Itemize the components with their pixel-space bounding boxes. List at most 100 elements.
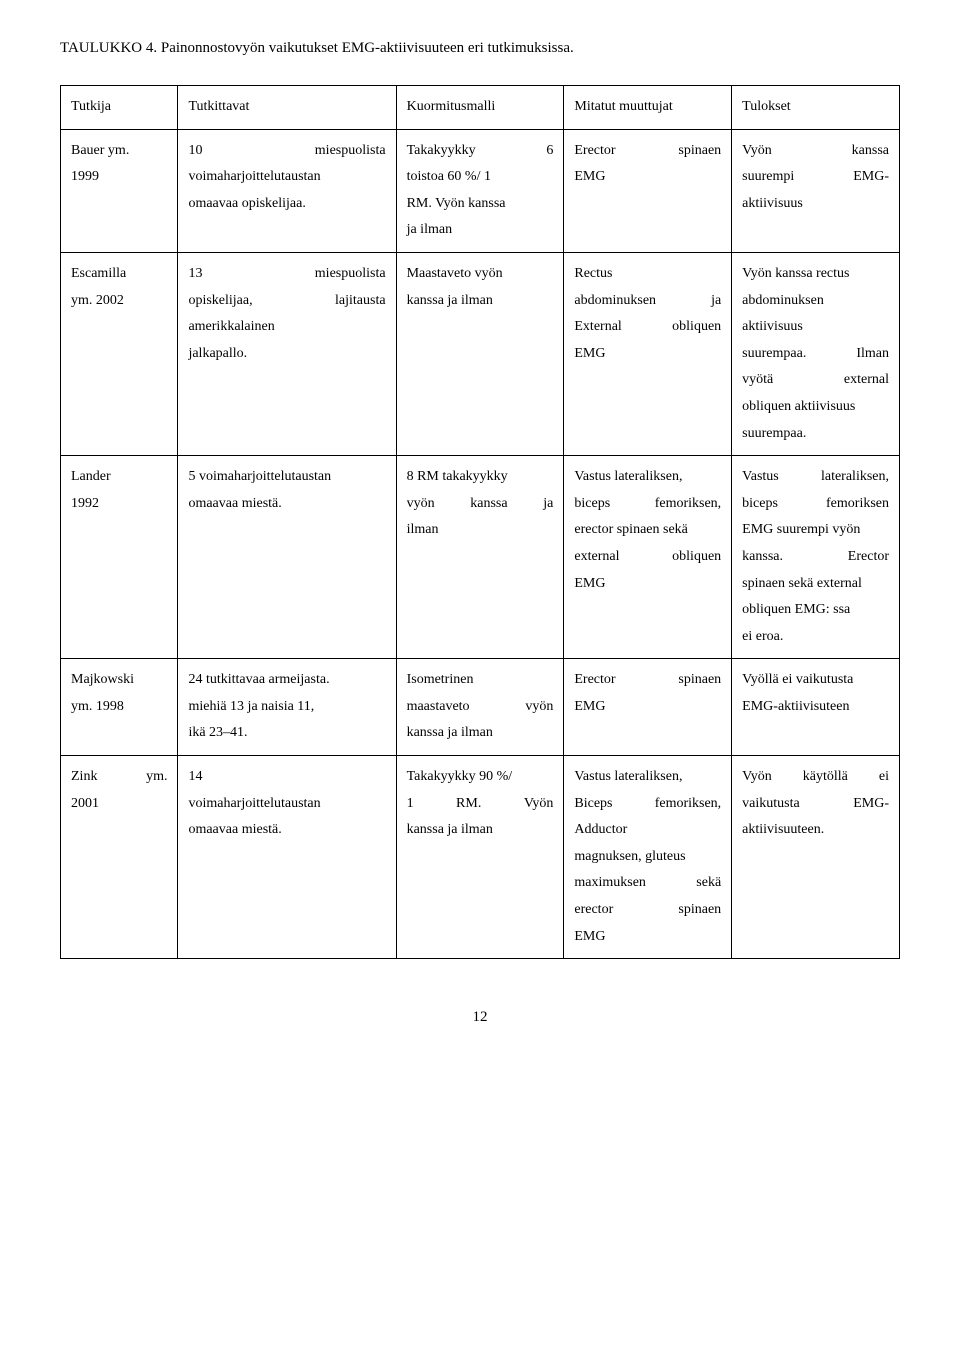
text: Vyönkäytölläei bbox=[742, 764, 889, 791]
text: 5 voimaharjoittelutaustan bbox=[188, 464, 385, 491]
text: 2001 bbox=[71, 791, 167, 818]
text: aktiivisuus bbox=[742, 191, 889, 218]
text: kanssa ja ilman bbox=[407, 288, 554, 315]
text: opiskelijaa,lajitausta bbox=[188, 288, 385, 315]
text: Takakyykky 90 %/ bbox=[407, 764, 554, 791]
text: spinaen sekä external bbox=[742, 571, 889, 598]
text: Vastuslateraliksen, bbox=[742, 464, 889, 491]
cell-mitatut: Erectorspinaen EMG bbox=[564, 659, 732, 756]
text: vyönkanssaja bbox=[407, 491, 554, 518]
text: EMG-aktiivisuteen bbox=[742, 694, 889, 721]
text: amerikkalainen bbox=[188, 314, 385, 341]
text: abdominuksenja bbox=[574, 288, 721, 315]
cell-tutkija: Majkowski ym. 1998 bbox=[61, 659, 178, 756]
cell-tutkittavat: 14 voimaharjoittelutaustan omaavaa miest… bbox=[178, 756, 396, 959]
cell-tutkija: Lander 1992 bbox=[61, 456, 178, 659]
cell-mitatut: Vastus lateraliksen, bicepsfemoriksen, e… bbox=[564, 456, 732, 659]
cell-mitatut: Erectorspinaen EMG bbox=[564, 129, 732, 252]
text: 14 bbox=[188, 764, 385, 791]
cell-tutkija: Bauer ym. 1999 bbox=[61, 129, 178, 252]
cell-tutkittavat: 13miespuolista opiskelijaa,lajitausta am… bbox=[178, 252, 396, 455]
text: Vyönkanssa bbox=[742, 138, 889, 165]
cell-kuormitusmalli: Takakyykky6 toistoa 60 %/ 1 RM. Vyön kan… bbox=[396, 129, 564, 252]
text: Externalobliquen bbox=[574, 314, 721, 341]
text: EMG bbox=[574, 694, 721, 721]
text: 13miespuolista bbox=[188, 261, 385, 288]
text: EMG bbox=[574, 341, 721, 368]
text: Takakyykky6 bbox=[407, 138, 554, 165]
text: Lander bbox=[71, 464, 167, 491]
cell-tutkija: Escamilla ym. 2002 bbox=[61, 252, 178, 455]
text: obliquen EMG: ssa bbox=[742, 597, 889, 624]
cell-mitatut: Rectus abdominuksenja Externalobliquen E… bbox=[564, 252, 732, 455]
text: Erectorspinaen bbox=[574, 138, 721, 165]
table-caption: TAULUKKO 4. Painonnostovyön vaikutukset … bbox=[60, 40, 900, 57]
col-kuormitusmalli: Kuormitusmalli bbox=[396, 86, 564, 130]
text: erector spinaen sekä bbox=[574, 517, 721, 544]
text: Vastus lateraliksen, bbox=[574, 764, 721, 791]
cell-tulokset: Vyönkanssa suurempiEMG- aktiivisuus bbox=[732, 129, 900, 252]
table-row: Majkowski ym. 1998 24 tutkittavaa armeij… bbox=[61, 659, 900, 756]
text: ym. 1998 bbox=[71, 694, 167, 721]
text: 1992 bbox=[71, 491, 167, 518]
text: toistoa 60 %/ 1 bbox=[407, 164, 554, 191]
col-tutkija: Tutkija bbox=[61, 86, 178, 130]
cell-kuormitusmalli: Takakyykky 90 %/ 1RM.Vyön kanssa ja ilma… bbox=[396, 756, 564, 959]
cell-tulokset: Vastuslateraliksen, bicepsfemoriksen EMG… bbox=[732, 456, 900, 659]
text: vyötäexternal bbox=[742, 367, 889, 394]
text: maastavetovyön bbox=[407, 694, 554, 721]
cell-tulokset: Vyön kanssa rectus abdominuksen aktiivis… bbox=[732, 252, 900, 455]
cell-tutkittavat: 10miespuolista voimaharjoittelutaustan o… bbox=[178, 129, 396, 252]
cell-tulokset: Vyönkäytölläei vaikutustaEMG- aktiivisuu… bbox=[732, 756, 900, 959]
text: ei eroa. bbox=[742, 624, 889, 651]
text: omaavaa opiskelijaa. bbox=[188, 191, 385, 218]
text: voimaharjoittelutaustan bbox=[188, 164, 385, 191]
table-header-row: Tutkija Tutkittavat Kuormitusmalli Mitat… bbox=[61, 86, 900, 130]
text: erectorspinaen bbox=[574, 897, 721, 924]
text: kanssa ja ilman bbox=[407, 720, 554, 747]
text: aktiivisuus bbox=[742, 314, 889, 341]
table-row: Zinkym. 2001 14 voimaharjoittelutaustan … bbox=[61, 756, 900, 959]
text: abdominuksen bbox=[742, 288, 889, 315]
text: voimaharjoittelutaustan bbox=[188, 791, 385, 818]
text: ilman bbox=[407, 517, 554, 544]
text: bicepsfemoriksen, bbox=[574, 491, 721, 518]
cell-kuormitusmalli: Isometrinen maastavetovyön kanssa ja ilm… bbox=[396, 659, 564, 756]
text: aktiivisuuteen. bbox=[742, 817, 889, 844]
text: bicepsfemoriksen bbox=[742, 491, 889, 518]
text: externalobliquen bbox=[574, 544, 721, 571]
text: 8 RM takakyykky bbox=[407, 464, 554, 491]
text: ja ilman bbox=[407, 217, 554, 244]
text: suurempiEMG- bbox=[742, 164, 889, 191]
text: Zinkym. bbox=[71, 764, 167, 791]
text: 24 tutkittavaa armeijasta. bbox=[188, 667, 385, 694]
text: Bicepsfemoriksen, bbox=[574, 791, 721, 818]
col-mitatut: Mitatut muuttujat bbox=[564, 86, 732, 130]
cell-kuormitusmalli: Maastaveto vyön kanssa ja ilman bbox=[396, 252, 564, 455]
text: suurempaa. bbox=[742, 421, 889, 448]
table-row: Lander 1992 5 voimaharjoittelutaustan om… bbox=[61, 456, 900, 659]
text: EMG bbox=[574, 571, 721, 598]
text: Rectus bbox=[574, 261, 721, 288]
table-row: Escamilla ym. 2002 13miespuolista opiske… bbox=[61, 252, 900, 455]
cell-tulokset: Vyöllä ei vaikutusta EMG-aktiivisuteen bbox=[732, 659, 900, 756]
text: omaavaa miestä. bbox=[188, 817, 385, 844]
text: kanssa.Erector bbox=[742, 544, 889, 571]
text: EMG bbox=[574, 164, 721, 191]
text: miehiä 13 ja naisia 11, bbox=[188, 694, 385, 721]
text: Vastus lateraliksen, bbox=[574, 464, 721, 491]
text: 10miespuolista bbox=[188, 138, 385, 165]
text: Erectorspinaen bbox=[574, 667, 721, 694]
text: RM. Vyön kanssa bbox=[407, 191, 554, 218]
text: 1999 bbox=[71, 164, 167, 191]
text: Vyön kanssa rectus bbox=[742, 261, 889, 288]
cell-tutkittavat: 5 voimaharjoittelutaustan omaavaa miestä… bbox=[178, 456, 396, 659]
text: Vyöllä ei vaikutusta bbox=[742, 667, 889, 694]
table-row: Bauer ym. 1999 10miespuolista voimaharjo… bbox=[61, 129, 900, 252]
emg-table: Tutkija Tutkittavat Kuormitusmalli Mitat… bbox=[60, 85, 900, 959]
text: ikä 23–41. bbox=[188, 720, 385, 747]
col-tutkittavat: Tutkittavat bbox=[178, 86, 396, 130]
text: Maastaveto vyön bbox=[407, 261, 554, 288]
text: Majkowski bbox=[71, 667, 167, 694]
text: EMG suurempi vyön bbox=[742, 517, 889, 544]
